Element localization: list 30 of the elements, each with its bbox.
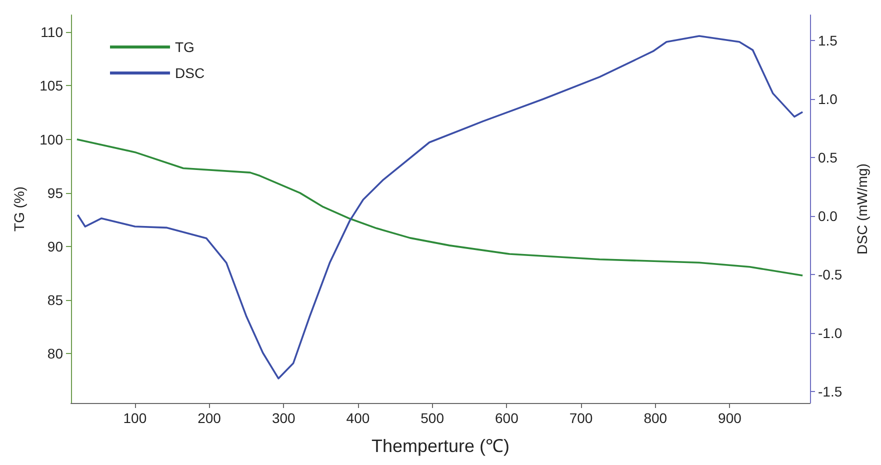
y2-axis-title: DSC (mW/mg) bbox=[854, 164, 870, 254]
y-tick-label: 95 bbox=[47, 184, 64, 201]
line-series bbox=[76, 35, 804, 380]
x-tick-label: 300 bbox=[272, 410, 296, 426]
y-tick-label: 100 bbox=[40, 131, 64, 148]
x-tick-label: 800 bbox=[644, 410, 668, 426]
y2-tick-label: -1.5 bbox=[818, 383, 842, 400]
y2-tick-label: 0.5 bbox=[818, 150, 838, 166]
x-axis-title: Themperture (℃) bbox=[371, 436, 510, 456]
y-tick-label: 80 bbox=[47, 346, 64, 362]
y-axis-title: TG (%) bbox=[11, 186, 27, 232]
y2-tick-label: -1.0 bbox=[818, 324, 842, 341]
y2-tick-label: -0.5 bbox=[818, 266, 842, 282]
x-tick-label: 400 bbox=[346, 410, 370, 426]
y2-tick-label: 1.0 bbox=[818, 91, 838, 108]
y-tick-label: 110 bbox=[40, 24, 64, 40]
y-tick-label: 105 bbox=[40, 78, 64, 94]
legend-label: DSC bbox=[175, 65, 205, 81]
y-tick-label: 90 bbox=[47, 238, 64, 255]
legend-label: TG bbox=[175, 39, 194, 55]
y2-tick-label: 1.5 bbox=[818, 32, 838, 49]
x-tick-label: 600 bbox=[494, 410, 519, 426]
x-tick-label: 500 bbox=[420, 410, 444, 426]
line-series bbox=[76, 138, 804, 276]
x-tick-label: 200 bbox=[198, 410, 222, 426]
x-tick-label: 900 bbox=[718, 410, 742, 426]
x-tick-label: 700 bbox=[569, 410, 593, 426]
y2-tick-label: 0.0 bbox=[818, 208, 838, 224]
y-tick-label: 85 bbox=[47, 292, 64, 308]
x-tick-label: 100 bbox=[123, 410, 147, 426]
